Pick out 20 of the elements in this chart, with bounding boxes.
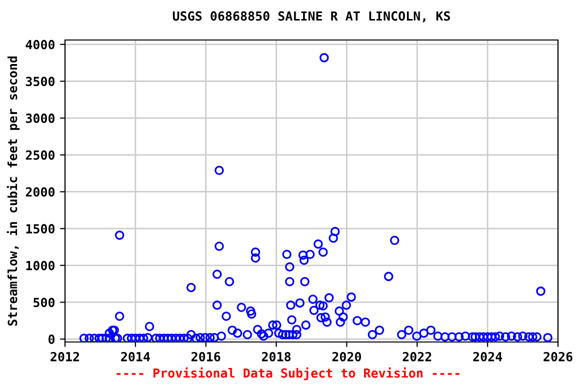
y-tick-label: 3500 <box>26 76 55 86</box>
y-tick-label: 0 <box>48 334 55 344</box>
chart-title: USGS 06868850 SALINE R AT LINCOLN, KS <box>172 11 450 22</box>
y-tick-label: 2500 <box>26 150 55 160</box>
text: ---- Provisional Data Subject to Revision ---- <box>116 367 460 380</box>
x-tick-label: 2016 <box>192 352 220 362</box>
y-tick-label: 1000 <box>26 260 55 270</box>
x-tick-label: 2022 <box>402 352 432 362</box>
x-tick-label: 2018 <box>262 352 291 362</box>
x-tick-label: 2024 <box>473 352 502 362</box>
y-tick-label: 500 <box>34 298 55 308</box>
x-tick-label: 2014 <box>121 352 150 362</box>
y-tick-label: 4000 <box>26 40 55 50</box>
y-tick-label: 3000 <box>26 114 55 124</box>
x-tick-label: 2012 <box>50 352 80 362</box>
y-axis-title: Streamflow, in cubic feet per second <box>6 56 20 326</box>
x-tick-label: 2020 <box>332 352 362 362</box>
y-tick-label: 2000 <box>26 187 55 197</box>
x-tick-label: 2026 <box>544 352 572 362</box>
y-tick-label: 1500 <box>26 224 55 234</box>
